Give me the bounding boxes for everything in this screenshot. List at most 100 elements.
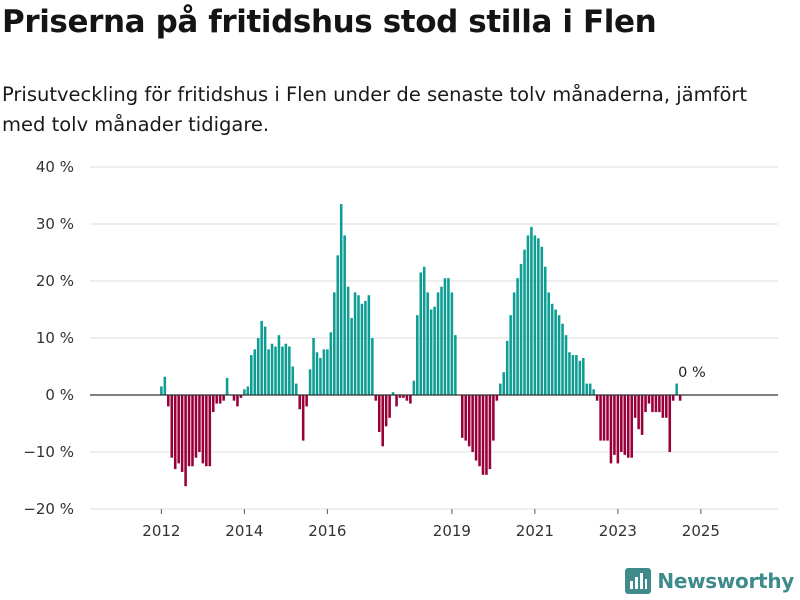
bar	[485, 395, 488, 475]
bar	[599, 395, 602, 441]
bar	[637, 395, 640, 430]
bar	[419, 272, 423, 395]
y-tick-label: 20 %	[36, 272, 74, 290]
bar	[606, 395, 609, 441]
x-tick-label: 2014	[225, 522, 263, 540]
bar-chart: 40 %30 %20 %10 %0 %−10 %−20 % 2012 2014 20…	[23, 158, 778, 540]
bar	[478, 395, 481, 467]
bar	[218, 395, 222, 404]
bar	[447, 278, 450, 395]
bar	[350, 318, 353, 395]
bar	[305, 395, 308, 407]
bar	[288, 346, 291, 395]
x-axis: 2012 2014 2016 2019 2021 2023 2025	[142, 509, 720, 540]
bar	[298, 395, 301, 410]
bar	[671, 395, 675, 401]
bar	[284, 343, 288, 395]
bar	[256, 338, 260, 395]
bar	[613, 395, 616, 455]
bar	[277, 335, 281, 395]
bar	[509, 315, 512, 395]
bar	[205, 395, 208, 467]
bar	[170, 395, 174, 458]
bar	[426, 292, 429, 395]
bar	[547, 292, 550, 395]
bar	[647, 395, 651, 404]
bar	[471, 395, 474, 452]
bars	[160, 204, 682, 487]
bar	[422, 266, 426, 395]
bar	[250, 355, 253, 395]
bar	[640, 395, 644, 435]
bar	[253, 349, 257, 395]
x-tick-label: 2016	[308, 522, 346, 540]
y-tick-label: −10 %	[23, 443, 74, 461]
bar	[595, 395, 599, 401]
bar	[346, 286, 350, 395]
bar	[661, 395, 665, 418]
bar	[260, 320, 263, 395]
bar	[326, 349, 329, 395]
bar	[609, 395, 613, 464]
bar	[665, 395, 668, 418]
bar	[540, 246, 544, 395]
bar	[575, 355, 578, 395]
bar	[467, 395, 471, 447]
bar	[626, 395, 630, 458]
bar	[360, 303, 364, 395]
bar	[405, 395, 409, 401]
bar	[381, 395, 384, 447]
bar	[409, 395, 412, 404]
bar	[294, 383, 298, 395]
bar	[651, 395, 654, 413]
bar	[492, 395, 495, 441]
bar	[516, 278, 519, 395]
bar	[398, 395, 402, 398]
bar	[644, 395, 647, 413]
bar	[592, 389, 595, 395]
bar	[499, 383, 502, 395]
bar	[246, 386, 250, 395]
x-tick-label: 2012	[142, 522, 180, 540]
bar	[173, 395, 177, 470]
bar	[582, 357, 585, 395]
bar	[364, 300, 367, 395]
bar	[443, 278, 447, 395]
bar	[357, 295, 360, 395]
bar	[654, 395, 658, 413]
bar	[374, 395, 378, 401]
bar	[301, 395, 305, 441]
bar	[177, 395, 180, 464]
bar	[225, 377, 229, 395]
bar	[488, 395, 492, 470]
bar	[353, 292, 357, 395]
bar	[343, 235, 346, 395]
bar	[281, 346, 284, 395]
brand-name: Newsworthy	[657, 569, 794, 593]
x-tick-label: 2021	[516, 522, 554, 540]
bar	[454, 335, 457, 395]
bar	[194, 395, 198, 458]
bar	[339, 204, 343, 395]
bar	[391, 392, 395, 395]
bar	[623, 395, 627, 455]
y-axis: 40 % 30 % 20 % 10 % 0 % −10 % −20 %	[23, 158, 74, 518]
bar	[187, 395, 191, 467]
bar	[377, 395, 381, 433]
bar	[519, 263, 523, 395]
bar	[198, 395, 201, 452]
bar	[585, 383, 589, 395]
bar	[460, 395, 464, 438]
bar	[291, 366, 295, 395]
bar	[495, 395, 499, 401]
bar	[336, 255, 340, 395]
bar	[675, 383, 678, 395]
bar	[208, 395, 212, 467]
bar	[436, 292, 440, 395]
bar	[512, 292, 516, 395]
bar	[561, 323, 564, 395]
bar	[329, 332, 333, 395]
bar	[602, 395, 606, 441]
bar	[167, 395, 170, 407]
x-tick-label: 2019	[433, 522, 471, 540]
